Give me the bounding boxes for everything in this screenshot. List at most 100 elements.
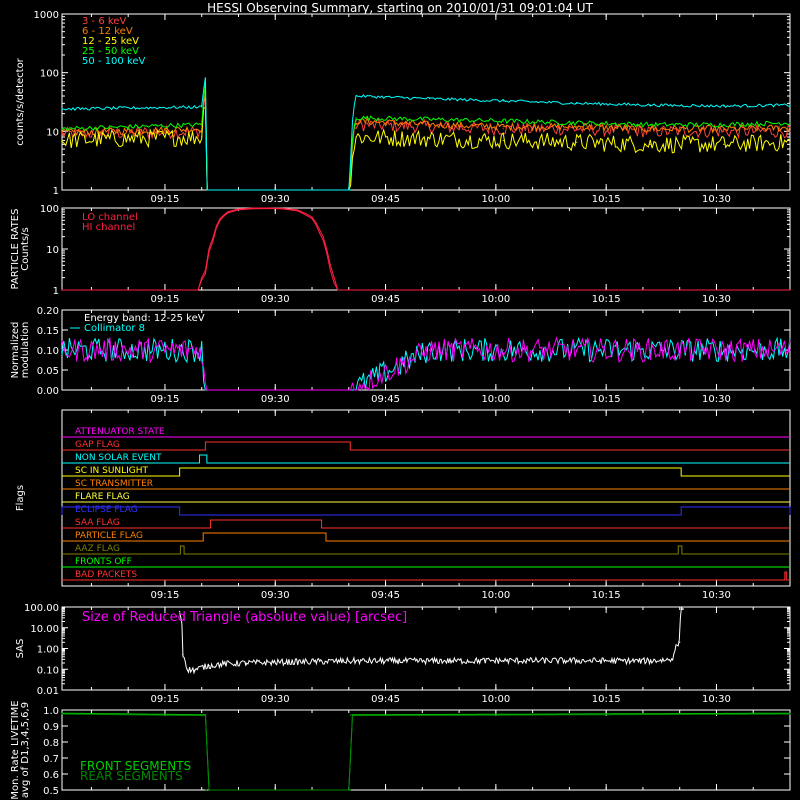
y-tick-label: 10: [46, 127, 59, 138]
y-tick-label: 0.7: [43, 754, 59, 765]
y-tick-label: 1.00: [37, 645, 59, 656]
x-tick-label: 10:30: [702, 394, 731, 405]
y-tick-label: 0.8: [43, 738, 59, 749]
flag-sc-transmitter: SC TRANSMITTER: [62, 479, 790, 490]
legend-entry: REAR SEGMENTS: [80, 769, 183, 783]
y-tick-label: 0.01: [37, 686, 59, 697]
data-point: [649, 130, 651, 132]
y-axis-label: Counts/s: [20, 227, 31, 271]
data-point: [502, 100, 504, 102]
y-tick-label: 100: [40, 69, 59, 80]
data-point: [576, 126, 578, 128]
x-tick-label: 09:15: [151, 294, 180, 305]
flag-label: SAA FLAG: [75, 518, 120, 528]
flag-label: ECLIPSE FLAG: [75, 505, 138, 515]
x-tick-label: 09:30: [261, 590, 290, 601]
x-tick-label: 10:30: [702, 590, 731, 601]
data-point: [789, 349, 791, 351]
series-energy-band-12-25-kev: [61, 336, 791, 392]
y-tick-label: 0.9: [43, 722, 59, 733]
y-tick-label: 0.10: [37, 665, 59, 676]
data-point: [429, 349, 431, 351]
y-tick-label: 10: [46, 245, 59, 256]
data-point: [789, 130, 791, 132]
y-tick-label: 10.00: [30, 624, 59, 635]
data-point: [502, 139, 504, 142]
data-point: [61, 132, 63, 134]
series-hi-channel: [61, 207, 791, 291]
data-point: [789, 141, 791, 143]
flag-saa-flag: SAA FLAG: [62, 518, 790, 529]
x-tick-label: 09:45: [371, 294, 400, 305]
flag-label: GAP FLAG: [75, 440, 120, 450]
y-tick-label: 0.6: [43, 770, 59, 781]
x-tick-label: 10:00: [481, 294, 510, 305]
data-point: [649, 349, 651, 351]
data-point: [723, 143, 725, 145]
flag-bad-packets: BAD PACKETS: [62, 570, 790, 581]
y-axis-label: avg of D1,3,4,5,6,9: [20, 702, 31, 798]
data-point: [355, 117, 357, 119]
data-point: [201, 349, 203, 351]
y-tick-label: 0.10: [37, 346, 59, 357]
x-tick-label: 09:30: [261, 294, 290, 305]
flag-label: BAD PACKETS: [75, 570, 137, 580]
x-tick-label: 09:45: [371, 194, 400, 205]
flag-line: [62, 571, 790, 581]
x-tick-label: 09:15: [151, 590, 180, 601]
data-point: [61, 349, 63, 351]
data-point: [576, 141, 578, 143]
x-tick-label: 09:30: [261, 694, 290, 705]
flag-line: [62, 441, 790, 451]
series-line: [61, 107, 791, 191]
x-tick-label: 10:15: [592, 590, 621, 601]
series-line: [61, 83, 791, 191]
flag-aaz-flag: AAZ FLAG: [62, 544, 790, 555]
x-tick-label: 10:30: [702, 194, 731, 205]
y-tick-label: 0.00: [37, 386, 59, 397]
x-tick-label: 10:15: [592, 694, 621, 705]
y-tick-label: 0.15: [37, 326, 59, 337]
y-axis-label: Normalized: [10, 322, 21, 379]
y-tick-label: 100: [40, 204, 59, 215]
series-rear-segments: [61, 713, 791, 791]
y-tick-label: 0.5: [43, 786, 59, 797]
flag-label: PARTICLE FLAG: [75, 531, 143, 541]
legend-entry: 3 - 6 keV: [82, 16, 126, 27]
data-point: [502, 126, 504, 128]
flag-label: FRONTS OFF: [75, 557, 132, 567]
x-tick-label: 09:30: [261, 394, 290, 405]
x-tick-label: 09:45: [371, 394, 400, 405]
y-tick-label: 0.20: [37, 306, 59, 317]
flag-eclipse-flag: ECLIPSE FLAG: [61, 505, 791, 516]
legend-entry: Collimator 8: [84, 323, 145, 334]
x-tick-label: 10:00: [481, 590, 510, 601]
y-axis-label: Mon. Rate LIVETIME: [10, 700, 21, 799]
data-point: [134, 349, 137, 351]
x-tick-label: 10:30: [702, 694, 731, 705]
x-tick-label: 10:00: [481, 694, 510, 705]
x-tick-label: 09:45: [371, 694, 400, 705]
data-point: [789, 122, 791, 124]
flag-label: NON SOLAR EVENT: [75, 453, 162, 463]
series-line: [61, 336, 791, 392]
data-point: [350, 715, 352, 717]
y-axis-label: SAS: [15, 639, 26, 659]
flag-label: AAZ FLAG: [75, 544, 120, 554]
y-tick-label: 100.00: [24, 603, 59, 614]
data-point: [682, 608, 684, 610]
y-axis-label: counts/s/detector: [15, 57, 26, 145]
y-axis-label: Flags: [15, 485, 26, 511]
x-tick-label: 09:45: [371, 590, 400, 601]
legend-entry: FRONT SEGMENTS: [80, 759, 191, 773]
x-tick-label: 10:15: [592, 194, 621, 205]
sas-annotation: Size of Reduced Triangle (absolute value…: [82, 610, 407, 625]
y-tick-label: 1: [53, 186, 59, 197]
y-tick-label: 1: [53, 286, 59, 297]
legend-entry: LO channel: [82, 212, 138, 223]
data-point: [205, 789, 207, 791]
series-line: [61, 93, 791, 191]
flag-line: [62, 545, 790, 555]
data-point: [61, 139, 63, 142]
